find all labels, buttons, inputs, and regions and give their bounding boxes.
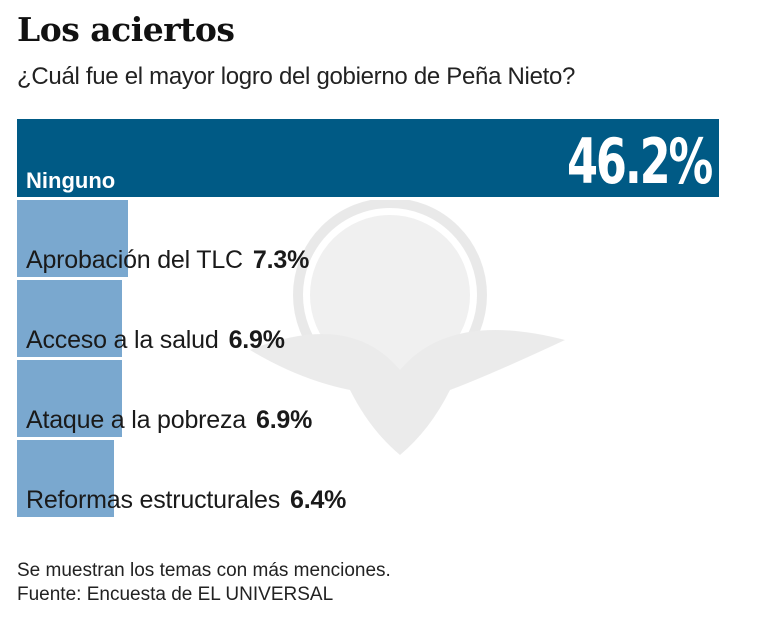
chart-subtitle: ¿Cuál fue el mayor logro del gobierno de… — [17, 63, 576, 90]
bar-row: Ataque a la pobreza 6.9% — [17, 360, 719, 437]
bar-fill — [17, 280, 122, 357]
chart-title: Los aciertos — [17, 10, 235, 49]
bar-value: 46.2% — [566, 125, 713, 198]
bar-row: Aprobación del TLC 7.3% — [17, 200, 719, 277]
eagle-globe-watermark-icon — [250, 200, 565, 455]
bar-value: 6.9% — [255, 406, 313, 434]
bar-fill — [17, 360, 122, 437]
bar-text: Acceso a la salud 6.9% — [26, 326, 285, 355]
bar-text: Aprobación del TLC 7.3% — [26, 246, 309, 275]
bar-label: Acceso a la salud — [26, 326, 219, 354]
bar-fill — [17, 200, 128, 277]
bar-text: Reformas estructurales 6.4% — [26, 486, 346, 515]
bar-row: Reformas estructurales 6.4% — [17, 440, 719, 517]
footnote-note: Se muestran los temas con más menciones. — [17, 560, 391, 581]
bar-ninguno: Ninguno 46.2% — [17, 119, 719, 197]
footnote-source: Fuente: Encuesta de EL UNIVERSAL — [17, 584, 334, 605]
bar-label: Aprobación del TLC — [26, 246, 243, 274]
bar-fill — [17, 119, 719, 197]
bar-label: Ninguno — [26, 168, 116, 193]
bar-label: Reformas estructurales — [26, 486, 281, 514]
footnote: Se muestran los temas con más menciones.… — [17, 559, 391, 607]
bar-value: 6.4% — [290, 486, 347, 514]
bar-text: Ataque a la pobreza 6.9% — [26, 406, 312, 435]
bar-chart: Ninguno 46.2% Aprobación del TLC 7.3% Acce… — [17, 119, 719, 517]
bar-fill — [17, 440, 114, 517]
bar-value: 6.9% — [228, 326, 285, 354]
bar-row: Acceso a la salud 6.9% — [17, 280, 719, 357]
bar-value: 7.3% — [252, 246, 310, 274]
bar-label: Ataque a la pobreza — [26, 406, 246, 434]
